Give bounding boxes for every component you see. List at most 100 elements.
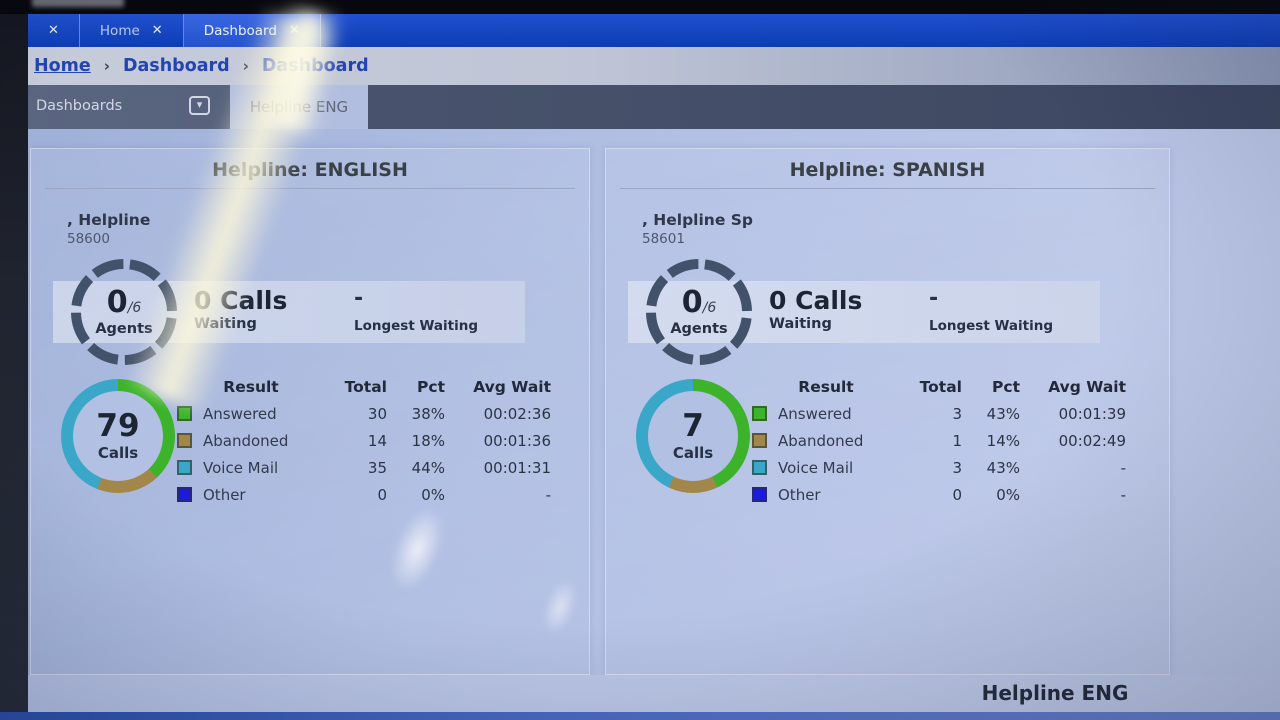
result-avg-wait: 00:02:49: [1058, 431, 1126, 450]
longest-waiting: - Longest Waiting: [354, 286, 478, 335]
calls-waiting: 0 Calls Waiting: [194, 288, 287, 332]
answered-color-swatch: [752, 406, 767, 421]
result-total: 0: [952, 485, 962, 504]
result-pct: 14%: [986, 431, 1020, 450]
next-widget-row: Helpline ENG: [28, 675, 1280, 712]
panel-helpline-spanish: Helpline: SPANISH , Helpline Sp 58601 0/…: [605, 148, 1170, 675]
abandoned-color-swatch: [752, 433, 767, 448]
tab-label: Home: [99, 22, 140, 39]
dashboards-subnav: Dashboards ▾ Helpline ENG: [28, 85, 1280, 129]
queue-name: , Helpline: [67, 211, 151, 229]
agents-gauge: 0/6 Agents: [640, 253, 758, 371]
longest-waiting-value: -: [354, 286, 364, 311]
abandoned-color-swatch: [177, 433, 192, 448]
queue-info: , Helpline 58600: [67, 211, 150, 247]
result-label: Voice Mail: [778, 458, 854, 477]
queue-info: , Helpline Sp 58601: [642, 211, 753, 247]
agents-capacity: /6: [127, 299, 142, 316]
col-header-pct: Pct: [417, 377, 445, 396]
tab-dashboard[interactable]: Dashboard ✕: [183, 14, 321, 47]
breadcrumb-dashboard-link[interactable]: Dashboard: [122, 56, 230, 76]
result-avg-wait: 00:01:36: [483, 431, 551, 450]
subnav-empty-area: [368, 85, 1280, 129]
result-pct: 0%: [421, 485, 445, 504]
result-avg-wait: -: [1120, 458, 1126, 477]
result-total: 30: [367, 404, 387, 423]
agents-label: Agents: [95, 320, 153, 337]
tab-home[interactable]: Home ✕: [80, 14, 184, 47]
queue-extension: 58601: [642, 231, 685, 247]
agents-capacity: /6: [702, 299, 717, 316]
result-avg-wait: -: [1120, 485, 1126, 504]
result-avg-wait: 00:01:39: [1058, 404, 1126, 423]
chevron-down-icon: ▾: [196, 98, 203, 111]
calls-donut-chart: 7 Calls: [636, 379, 750, 493]
result-pct: 0%: [996, 485, 1020, 504]
tab-blank[interactable]: ✕: [28, 14, 80, 47]
tab-label: Dashboard: [203, 22, 277, 39]
breadcrumb-separator: ›: [242, 57, 249, 75]
result-total: 1: [952, 431, 962, 450]
col-header-avg-wait: Avg Wait: [1048, 377, 1126, 396]
result-total: 35: [367, 458, 387, 477]
calls-label: Calls: [97, 443, 139, 462]
col-header-pct: Pct: [992, 377, 1020, 396]
calls-waiting-label: Waiting: [769, 316, 832, 332]
calls-total: 7: [682, 407, 704, 444]
subtab-label: Helpline ENG: [249, 98, 349, 116]
bottom-scroll-strip[interactable]: [0, 712, 1280, 720]
calls-label: Calls: [672, 443, 714, 462]
result-pct: 43%: [986, 458, 1020, 477]
result-avg-wait: 00:01:31: [483, 458, 551, 477]
queue-extension: 58600: [67, 231, 110, 247]
voicemail-color-swatch: [752, 460, 767, 475]
other-color-swatch: [752, 487, 767, 502]
voicemail-color-swatch: [177, 460, 192, 475]
agents-gauge: 0/6 Agents: [65, 253, 183, 371]
agents-ring-icon: [646, 258, 752, 365]
answered-color-swatch: [177, 406, 192, 421]
result-pct: 43%: [986, 404, 1020, 423]
panel-title: Helpline: SPANISH: [620, 159, 1155, 189]
col-header-total: Total: [344, 377, 387, 396]
subtab-helpline-eng[interactable]: Helpline ENG: [230, 85, 368, 129]
breadcrumb-home-link[interactable]: Home: [34, 56, 91, 76]
dashboards-dropdown-button[interactable]: ▾: [189, 96, 210, 115]
breadcrumb: Home › Dashboard › Dashboard: [28, 47, 1280, 85]
result-total: 0: [377, 485, 387, 504]
screen-bezel-left: [0, 0, 28, 720]
calls-donut-chart: 79 Calls: [61, 379, 175, 493]
panel-title: Helpline: ENGLISH: [45, 159, 575, 189]
close-icon[interactable]: ✕: [151, 23, 163, 38]
breadcrumb-separator: ›: [103, 57, 110, 75]
longest-waiting-value: -: [929, 286, 939, 311]
breadcrumb-current: Dashboard: [261, 56, 369, 76]
other-color-swatch: [177, 487, 192, 502]
panel-helpline-english: Helpline: ENGLISH , Helpline 58600 0/6 A…: [30, 148, 590, 675]
agents-count: 0: [106, 284, 128, 320]
results-table: Result Total Pct Avg Wait Answered 3 43%…: [752, 373, 1126, 508]
close-icon[interactable]: ✕: [48, 23, 59, 38]
longest-waiting: - Longest Waiting: [929, 286, 1053, 335]
result-avg-wait: -: [545, 485, 551, 504]
cutoff-logo-fragment: [32, 0, 124, 7]
calls-waiting: 0 Calls Waiting: [769, 288, 862, 332]
screen-top-bar: [0, 0, 1280, 14]
calls-waiting-value: 0 Calls: [769, 286, 863, 315]
col-header-avg-wait: Avg Wait: [473, 377, 551, 396]
results-table: Result Total Pct Avg Wait Answered 30 38…: [177, 373, 551, 508]
calls-waiting-label: Waiting: [194, 316, 257, 332]
result-pct: 44%: [411, 458, 445, 477]
next-widget-title: Helpline ENG: [981, 681, 1129, 705]
result-pct: 18%: [411, 431, 445, 450]
dashboards-label: Dashboards: [36, 98, 123, 114]
col-header-result: Result: [798, 377, 854, 396]
result-label: Answered: [778, 404, 852, 423]
col-header-total: Total: [919, 377, 962, 396]
calls-total: 79: [96, 407, 140, 444]
waiting-highlight-band: [628, 281, 1100, 343]
close-icon[interactable]: ✕: [288, 23, 300, 38]
result-label: Abandoned: [778, 431, 864, 450]
calls-waiting-value: 0 Calls: [194, 286, 288, 315]
